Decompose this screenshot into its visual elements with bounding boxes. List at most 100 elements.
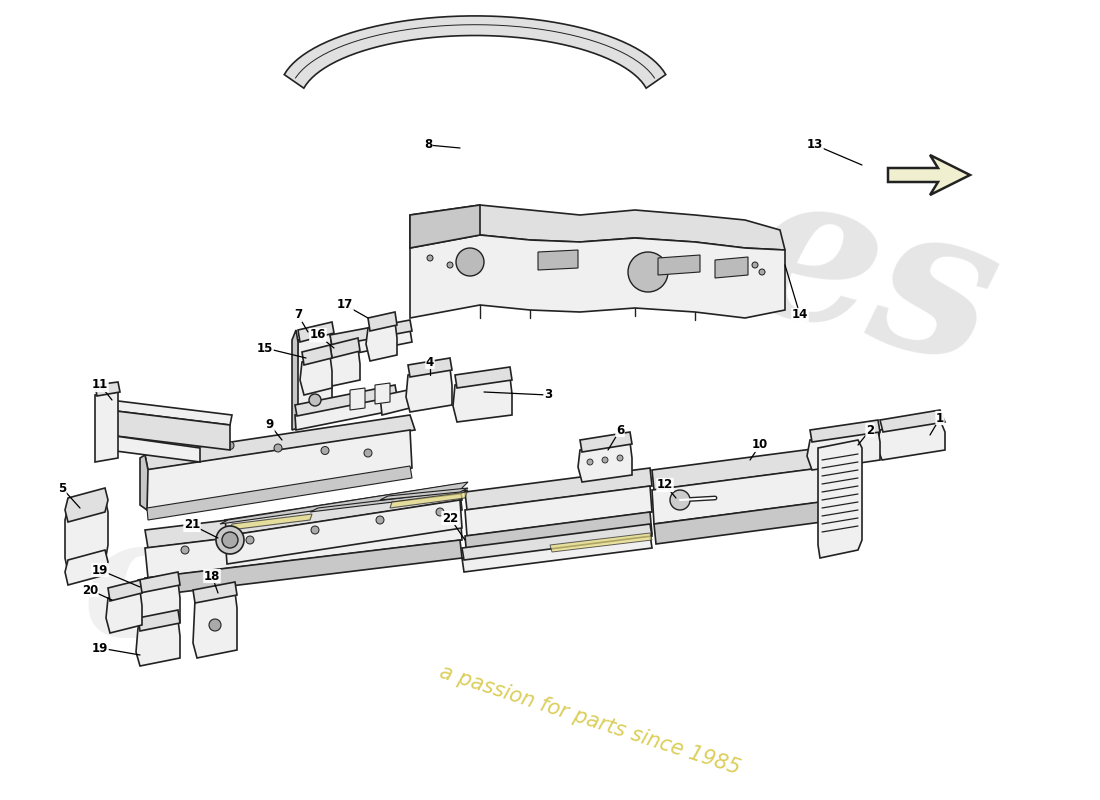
Text: 6: 6 [616, 423, 624, 437]
Polygon shape [390, 492, 468, 508]
Polygon shape [410, 205, 480, 248]
Circle shape [617, 455, 623, 461]
Circle shape [364, 449, 372, 457]
Polygon shape [147, 466, 412, 520]
Polygon shape [136, 620, 180, 666]
Circle shape [456, 248, 484, 276]
Polygon shape [410, 235, 785, 318]
Polygon shape [298, 322, 334, 342]
Polygon shape [300, 355, 332, 395]
Polygon shape [807, 430, 880, 470]
Circle shape [311, 526, 319, 534]
Circle shape [209, 619, 221, 631]
Polygon shape [410, 205, 785, 250]
Text: 11: 11 [92, 378, 108, 391]
Text: 22: 22 [442, 511, 458, 525]
Polygon shape [226, 484, 462, 536]
Polygon shape [145, 492, 462, 548]
Circle shape [182, 546, 189, 554]
Polygon shape [406, 368, 452, 412]
Text: 1: 1 [936, 411, 944, 425]
Circle shape [752, 262, 758, 268]
Polygon shape [136, 582, 180, 630]
Polygon shape [220, 482, 468, 524]
Circle shape [216, 526, 244, 554]
Text: es: es [723, 150, 1016, 410]
Circle shape [307, 360, 323, 376]
Polygon shape [366, 322, 397, 361]
Polygon shape [654, 502, 822, 544]
Polygon shape [284, 16, 666, 88]
Text: 18: 18 [204, 570, 220, 582]
Text: 20: 20 [81, 583, 98, 597]
Polygon shape [302, 345, 332, 365]
Circle shape [447, 262, 453, 268]
Polygon shape [65, 498, 108, 572]
Circle shape [321, 446, 329, 454]
Polygon shape [138, 572, 180, 593]
Polygon shape [658, 255, 700, 275]
Polygon shape [295, 385, 397, 416]
Circle shape [628, 252, 668, 292]
Text: 15: 15 [256, 342, 273, 354]
Polygon shape [368, 312, 397, 331]
Polygon shape [95, 382, 120, 396]
Circle shape [427, 255, 433, 261]
Circle shape [670, 490, 690, 510]
Text: 9: 9 [266, 418, 274, 431]
Polygon shape [65, 550, 108, 585]
Polygon shape [230, 514, 312, 530]
Polygon shape [108, 410, 230, 450]
Text: 2: 2 [866, 423, 874, 437]
Text: 19: 19 [91, 563, 108, 577]
Circle shape [309, 394, 321, 406]
Polygon shape [550, 533, 652, 552]
Circle shape [436, 508, 444, 516]
Circle shape [602, 457, 608, 463]
Polygon shape [108, 400, 232, 425]
Text: a passion for parts since 1985: a passion for parts since 1985 [437, 662, 742, 778]
Polygon shape [295, 395, 396, 430]
Polygon shape [379, 390, 410, 415]
Polygon shape [330, 330, 412, 358]
Polygon shape [408, 358, 452, 377]
Polygon shape [375, 383, 390, 404]
Polygon shape [310, 490, 468, 512]
Polygon shape [578, 442, 632, 482]
Polygon shape [140, 455, 148, 510]
Polygon shape [108, 435, 200, 462]
Polygon shape [145, 415, 415, 470]
Polygon shape [292, 330, 298, 430]
Polygon shape [462, 524, 652, 560]
Text: 3: 3 [543, 389, 552, 402]
Polygon shape [538, 250, 578, 270]
Circle shape [222, 532, 238, 548]
Polygon shape [455, 367, 512, 388]
Polygon shape [379, 488, 467, 500]
Polygon shape [877, 420, 945, 460]
Polygon shape [95, 392, 118, 462]
Polygon shape [296, 332, 332, 428]
Polygon shape [106, 590, 142, 633]
Text: 7: 7 [294, 309, 302, 322]
Polygon shape [138, 610, 180, 631]
Polygon shape [192, 592, 236, 658]
Circle shape [587, 459, 593, 465]
Polygon shape [715, 257, 748, 278]
Text: e: e [82, 510, 188, 670]
Polygon shape [465, 468, 652, 510]
Polygon shape [818, 440, 862, 558]
Polygon shape [465, 486, 652, 536]
Text: 10: 10 [752, 438, 768, 451]
Text: 21: 21 [184, 518, 200, 531]
Polygon shape [810, 420, 880, 442]
Polygon shape [465, 512, 652, 558]
Text: 14: 14 [792, 309, 808, 322]
Circle shape [376, 516, 384, 524]
Polygon shape [328, 348, 360, 386]
Polygon shape [330, 338, 360, 358]
Circle shape [274, 444, 282, 452]
Polygon shape [880, 410, 945, 432]
Polygon shape [580, 432, 632, 452]
Polygon shape [350, 388, 365, 410]
